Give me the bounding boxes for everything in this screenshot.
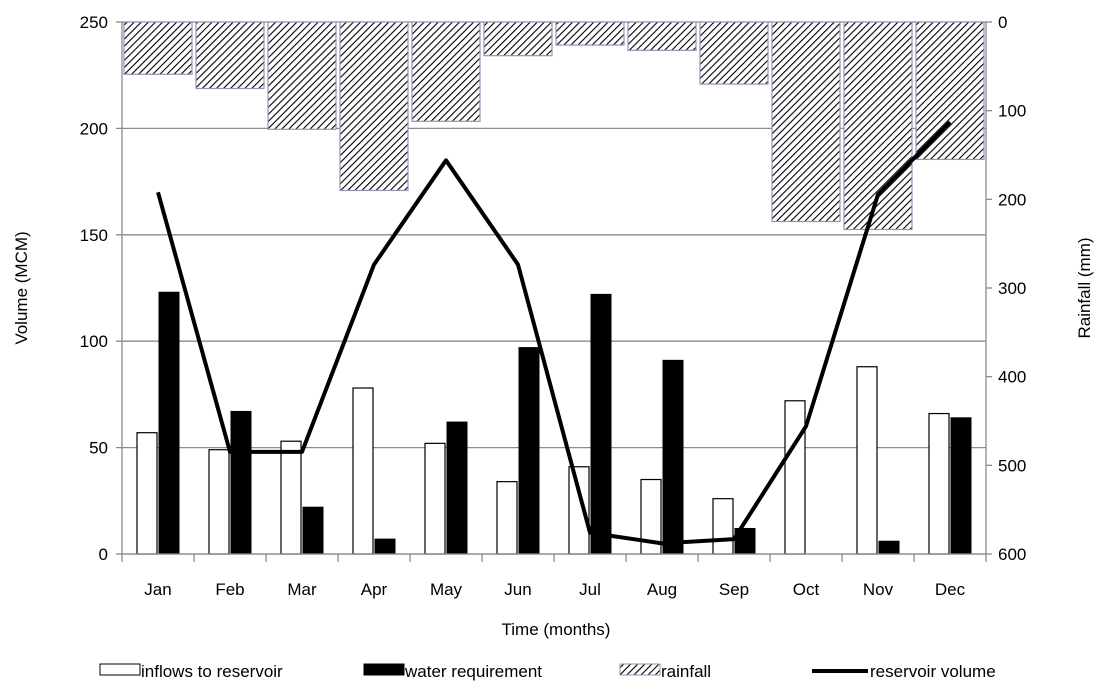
plot-frame (116, 21, 992, 562)
requirement-bar (950, 417, 972, 555)
inflow-bar (712, 498, 734, 555)
requirement-bar (302, 506, 324, 555)
y2-tick-label: 0 (998, 13, 1007, 32)
x-tick-label: Nov (863, 580, 894, 599)
inflow-bar (352, 387, 374, 555)
rainfall-bar (123, 21, 193, 75)
x-tick-label: Jan (144, 580, 171, 599)
inflow-bar (280, 440, 302, 555)
rainfall-bars (123, 21, 985, 231)
x-tick-label: Apr (361, 580, 388, 599)
reservoir-volume-line (156, 120, 952, 546)
y-tick-label: 150 (80, 226, 108, 245)
reservoir-volume-polyline (156, 120, 952, 546)
y2-axis-title: Rainfall (mm) (1075, 237, 1094, 338)
x-tick-label: May (430, 580, 463, 599)
x-tick-label: Sep (719, 580, 749, 599)
y2-tick-label: 400 (998, 368, 1026, 387)
inflow-bar (784, 400, 806, 555)
requirement-bar (374, 538, 396, 555)
y2-tick-label: 300 (998, 279, 1026, 298)
legend-swatch (99, 663, 141, 676)
x-tick-label: Feb (215, 580, 244, 599)
legend-swatch (363, 663, 405, 676)
rainfall-bar (771, 21, 841, 223)
y-tick-label: 100 (80, 332, 108, 351)
x-tick-label: Jul (579, 580, 601, 599)
inflow-bar (208, 449, 230, 555)
y2-tick-label: 500 (998, 456, 1026, 475)
rainfall-bar (483, 21, 553, 57)
y-tick-label: 50 (89, 439, 108, 458)
x-tick-label: Aug (647, 580, 677, 599)
legend-label: inflows to reservoir (141, 662, 283, 681)
left-axis-ticks: 0 50 100 150 200 250 (80, 13, 108, 564)
requirement-bar (158, 291, 180, 555)
inflow-bar (136, 432, 158, 555)
rainfall-bar (339, 21, 409, 192)
volume-bars (136, 291, 972, 555)
x-tick-label: Mar (287, 580, 317, 599)
rainfall-bar (267, 21, 337, 130)
rainfall-bar (411, 21, 481, 122)
x-axis-ticks: Jan Feb Mar Apr May Jun Jul Aug Sep Oct Nov Dec (144, 580, 965, 599)
rainfall-bar (555, 21, 625, 46)
inflow-bar (928, 412, 950, 555)
requirement-bar (230, 410, 252, 555)
inflow-bar (424, 442, 446, 555)
rainfall-bar (915, 21, 985, 161)
y-tick-label: 0 (99, 545, 108, 564)
y2-tick-label: 200 (998, 190, 1026, 209)
right-axis-ticks: 0 100 200 300 400 500 600 (998, 13, 1026, 564)
rainfall-bar (699, 21, 769, 85)
x-axis-title: Time (months) (502, 620, 611, 639)
inflow-bar (856, 366, 878, 555)
requirement-bar (518, 347, 540, 555)
legend-label: water requirement (404, 662, 542, 681)
x-tick-label: Oct (793, 580, 820, 599)
y-tick-label: 250 (80, 13, 108, 32)
requirement-bar (662, 359, 684, 555)
x-tick-label: Dec (935, 580, 966, 599)
y-axis-title: Volume (MCM) (12, 231, 31, 344)
legend-label: rainfall (661, 662, 711, 681)
legend-label: reservoir volume (870, 662, 996, 681)
y2-tick-label: 600 (998, 545, 1026, 564)
rainfall-bar (627, 21, 697, 51)
rainfall-bar (195, 21, 265, 90)
requirement-bar (878, 540, 900, 555)
inflow-bar (496, 481, 518, 555)
y-tick-label: 200 (80, 119, 108, 138)
y2-tick-label: 100 (998, 102, 1026, 121)
requirement-bar (590, 293, 612, 555)
legend-swatch (619, 663, 661, 676)
x-tick-label: Jun (504, 580, 531, 599)
legend: inflows to reservoir water requirement rai… (99, 662, 996, 681)
requirement-bar (446, 421, 468, 555)
